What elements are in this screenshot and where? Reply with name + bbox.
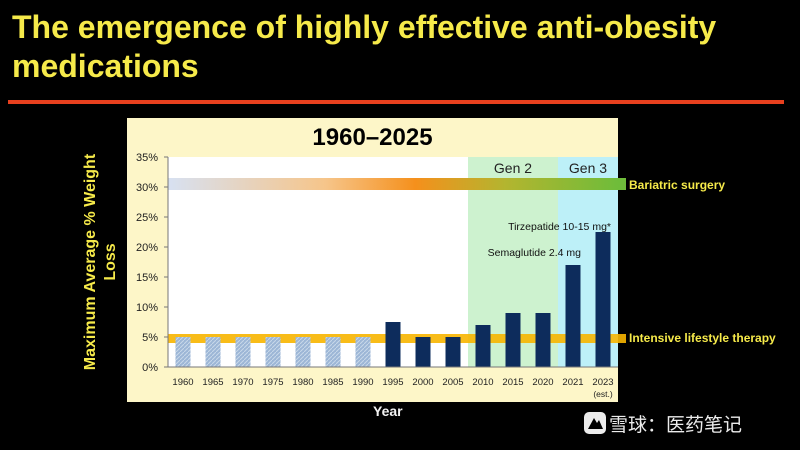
x-tick-label: 2023 <box>592 377 613 388</box>
bar-2010 <box>475 325 491 367</box>
slide-title: The emergence of highly effective anti-o… <box>12 9 717 84</box>
bariatric-surgery-label: Bariatric surgery <box>629 178 726 192</box>
x-tick-label: 1960 <box>172 377 193 388</box>
y-tick-label: 5% <box>142 332 158 344</box>
bar-2021 <box>565 265 581 367</box>
watermark-text: 雪球：医药笔记 <box>609 414 743 436</box>
y-axis-label: Maximum Average % Weight Loss <box>82 153 119 371</box>
y-tick-label: 25% <box>136 212 158 224</box>
bar-1975 <box>265 337 281 367</box>
bar-1985 <box>325 337 341 367</box>
x-tick-label: 2010 <box>472 377 493 388</box>
bar-1980 <box>295 337 311 367</box>
lifestyle-therapy-label: Intensive lifestyle therapy <box>629 331 776 345</box>
watermark: 雪球：医药笔记 <box>583 410 742 437</box>
x-tick-label: 1975 <box>262 377 283 388</box>
chart-title: 1960–2025 <box>312 124 433 151</box>
x-axis-label: Year <box>373 403 403 419</box>
title-divider <box>8 100 784 104</box>
x-tick-note: (est.) <box>593 389 613 399</box>
x-tick-label: 1965 <box>202 377 223 388</box>
x-tick-label: 1995 <box>382 377 403 388</box>
y-tick-label: 30% <box>136 182 158 194</box>
bar-2015 <box>505 313 521 367</box>
tirzepatide-annotation: Tirzepatide 10-15 mg* <box>508 221 611 233</box>
semaglutide-annotation: Semaglutide 2.4 mg <box>488 247 582 259</box>
bar-1960 <box>175 337 191 367</box>
bar-1990 <box>355 337 371 367</box>
snowball-logo-icon <box>584 412 606 434</box>
region-label: Gen 3 <box>569 160 607 176</box>
bar-2005 <box>445 337 461 367</box>
x-tick-label: 2021 <box>562 377 583 388</box>
bar-1970 <box>235 337 251 367</box>
bar-2020 <box>535 313 551 367</box>
x-tick-label: 2005 <box>442 377 463 388</box>
bariatric-surgery-band <box>168 178 618 190</box>
y-tick-label: 0% <box>142 362 158 374</box>
y-tick-label: 20% <box>136 242 158 254</box>
y-tick-label: 35% <box>136 152 158 164</box>
bar-2000 <box>415 337 431 367</box>
y-tick-label: 15% <box>136 272 158 284</box>
x-tick-label: 1980 <box>292 377 313 388</box>
y-tick-label: 10% <box>136 302 158 314</box>
x-tick-label: 1985 <box>322 377 343 388</box>
bar-2023 <box>595 232 611 367</box>
x-tick-label: 2000 <box>412 377 433 388</box>
x-tick-label: 2015 <box>502 377 523 388</box>
bariatric-surgery-band-tail <box>618 178 626 190</box>
x-tick-label: 1970 <box>232 377 253 388</box>
region-label: Gen 2 <box>494 160 532 176</box>
x-tick-label: 1990 <box>352 377 373 388</box>
x-tick-label: 2020 <box>532 377 553 388</box>
bar-1995 <box>385 322 401 367</box>
bar-1965 <box>205 337 221 367</box>
